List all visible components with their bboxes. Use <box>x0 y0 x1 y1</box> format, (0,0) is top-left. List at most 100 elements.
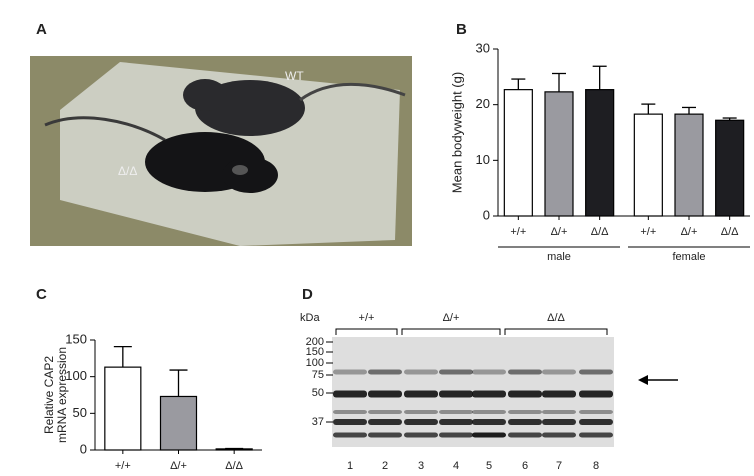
lane-label: 3 <box>418 460 424 472</box>
bar <box>544 91 574 217</box>
blot-band <box>404 419 438 425</box>
lane-label: 4 <box>453 460 459 472</box>
blot-band <box>404 369 438 375</box>
x-tick-label: Δ/Δ <box>225 460 243 472</box>
bar <box>674 113 704 217</box>
blot-band <box>404 410 438 414</box>
blot-band <box>579 432 613 438</box>
blot-band <box>333 419 367 425</box>
marker-label: 75 <box>312 369 324 381</box>
y-tick-label: 30 <box>476 40 490 55</box>
blot-band <box>404 432 438 438</box>
y-axis-label: mRNA expression <box>55 347 69 443</box>
group-label: +/+ <box>359 312 375 324</box>
blot-band <box>508 410 542 414</box>
marker-label: 200 <box>306 336 324 348</box>
group-label: female <box>672 251 705 263</box>
photo-label: WT <box>285 69 304 83</box>
x-tick-label: Δ/+ <box>681 226 698 238</box>
blot-band <box>508 390 542 398</box>
blot-unit: kDa <box>300 312 320 324</box>
panel-label: A <box>36 21 47 38</box>
group-label: Δ/+ <box>443 312 460 324</box>
panel-label: C <box>36 286 47 303</box>
x-tick-label: +/+ <box>640 226 656 238</box>
blot-band <box>542 369 576 375</box>
blot-band <box>439 390 473 398</box>
x-tick-label: Δ/+ <box>170 460 187 472</box>
lane-label: 6 <box>522 460 528 472</box>
lane-label: 8 <box>593 460 599 472</box>
blot-band <box>472 419 506 425</box>
x-tick-label: Δ/Δ <box>591 226 609 238</box>
group-label: Δ/Δ <box>547 312 565 324</box>
panel-label: D <box>302 286 313 303</box>
photo: WT Δ/Δ <box>30 56 412 246</box>
bar <box>159 395 198 451</box>
blot-band <box>368 432 402 438</box>
blot-band <box>439 369 473 375</box>
marker-label: 50 <box>312 387 324 399</box>
blot-band <box>333 410 367 414</box>
group-label: male <box>547 251 571 263</box>
bar <box>215 448 253 451</box>
x-tick-label: +/+ <box>510 226 526 238</box>
lane-label: 1 <box>347 460 353 472</box>
bar <box>104 366 142 451</box>
photo-label: Δ/Δ <box>118 164 137 178</box>
blot-band <box>579 419 613 425</box>
x-tick-label: Δ/+ <box>551 226 568 238</box>
blot-band <box>333 432 367 438</box>
y-tick-label: 0 <box>483 207 490 222</box>
blot-band <box>368 390 402 398</box>
lane-label: 7 <box>556 460 562 472</box>
blot-band <box>472 390 506 398</box>
marker-label: 150 <box>306 346 324 358</box>
group-bracket <box>401 328 501 335</box>
y-tick-label: 150 <box>65 331 87 346</box>
blot-band <box>542 432 576 438</box>
y-tick-label: 0 <box>80 441 87 456</box>
marker-label: 37 <box>312 416 324 428</box>
blot-band <box>472 369 506 375</box>
blot-band <box>542 410 576 414</box>
blot-band <box>472 410 506 414</box>
blot-band <box>333 369 367 375</box>
arrow <box>638 375 678 385</box>
y-tick-label: 50 <box>73 405 87 420</box>
y-axis-label: Mean bodyweight (g) <box>449 72 464 193</box>
bar <box>503 89 533 217</box>
blot-band <box>404 390 438 398</box>
blot-band <box>508 369 542 375</box>
group-bracket <box>335 328 398 335</box>
blot-band <box>439 419 473 425</box>
y-tick-label: 100 <box>65 368 87 383</box>
blot-band <box>439 432 473 438</box>
blot-band <box>579 390 613 398</box>
blot-band <box>368 419 402 425</box>
blot-band <box>508 419 542 425</box>
x-tick-label: Δ/Δ <box>721 226 739 238</box>
panel-label: B <box>456 21 467 38</box>
lane-label: 5 <box>486 460 492 472</box>
x-tick-label: +/+ <box>115 460 131 472</box>
blot-band <box>508 432 542 438</box>
blot-band <box>472 432 506 438</box>
blot-band <box>333 390 367 398</box>
marker-label: 100 <box>306 357 324 369</box>
blot-band <box>542 419 576 425</box>
y-tick-label: 20 <box>476 96 490 111</box>
bar <box>715 119 745 217</box>
blot-band <box>579 410 613 414</box>
group-bracket <box>504 328 608 335</box>
bar <box>633 113 663 217</box>
y-tick-label: 10 <box>476 152 490 167</box>
bar <box>585 89 615 217</box>
blot-band <box>439 410 473 414</box>
y-axis-label: Relative CAP2 <box>42 356 56 434</box>
blot-band <box>368 369 402 375</box>
lane-label: 2 <box>382 460 388 472</box>
blot-band <box>368 410 402 414</box>
blot-band <box>579 369 613 375</box>
